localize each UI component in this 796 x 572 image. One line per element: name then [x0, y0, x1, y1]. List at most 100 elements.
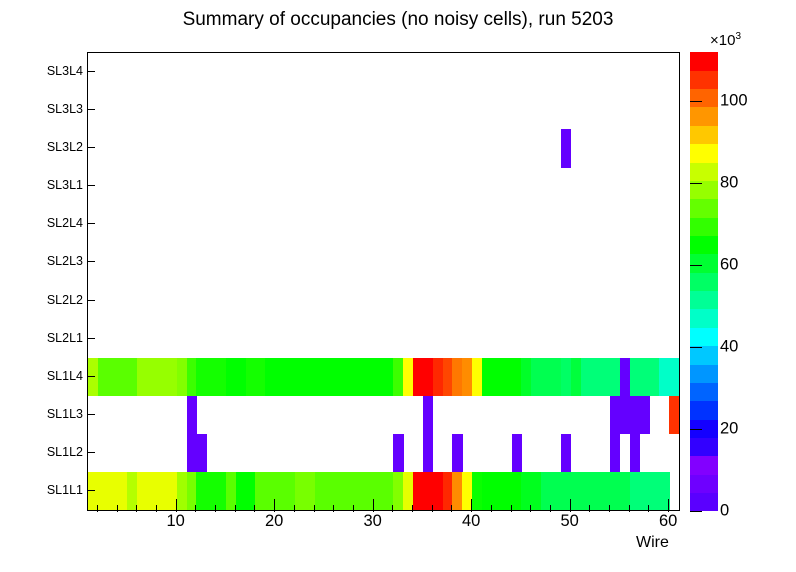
x-axis-tick: [471, 499, 473, 512]
palette-tick: [690, 429, 702, 431]
heatmap-cell: [619, 357, 631, 397]
heatmap-cell: [511, 471, 522, 510]
heatmap-cell: [482, 471, 493, 510]
y-axis-tick: [88, 299, 95, 301]
x-axis-tick: [136, 505, 138, 512]
heatmap-cell: [156, 471, 168, 510]
y-axis-tick: [88, 223, 95, 225]
heatmap-cell: [580, 357, 591, 397]
heatmap-cell: [383, 471, 394, 510]
heatmap-cell: [166, 471, 178, 510]
heatmap-cell: [590, 471, 601, 510]
heatmap-cell: [580, 471, 591, 510]
heatmap-cell: [452, 433, 463, 473]
heatmap-cell: [422, 357, 434, 397]
x-axis-label-10: 10: [166, 512, 185, 530]
palette-band: [690, 235, 718, 255]
heatmap-cell: [147, 357, 158, 397]
x-axis-tick: [412, 505, 414, 512]
heatmap-cell: [344, 357, 355, 397]
heatmap-cell: [550, 357, 562, 397]
color-palette-ticks: 0 20 40 60 80 100: [690, 52, 748, 520]
heatmap-cell: [206, 471, 217, 510]
heatmap-cell: [255, 357, 266, 397]
x-axis-tick: [648, 505, 650, 512]
y-axis-tick: [88, 185, 95, 187]
heatmap-cell: [186, 433, 197, 473]
heatmap-cell: [216, 357, 227, 397]
heatmap-cell: [452, 357, 463, 397]
heatmap-cell: [314, 357, 325, 397]
plot-frame: [87, 52, 680, 511]
x-axis-tick: [333, 505, 335, 512]
heatmap-cell: [275, 357, 286, 397]
heatmap-cell: [521, 357, 532, 397]
heatmap-cell: [206, 357, 217, 397]
heatmap-cell: [216, 471, 227, 510]
heatmap-cell: [314, 471, 325, 510]
heatmap-cell: [403, 357, 414, 397]
x-axis-tick: [313, 505, 315, 512]
palette-tick: [690, 511, 702, 512]
palette-band: [690, 474, 718, 494]
heatmap-cell: [393, 357, 404, 397]
x-axis-tick: [431, 505, 433, 512]
y-axis-label-sl1l1: SL1L1: [46, 482, 83, 497]
heatmap-cell: [639, 395, 650, 435]
heatmap-cell: [629, 395, 640, 435]
heatmap-cell: [501, 357, 512, 397]
x-axis-tick: [96, 505, 98, 512]
heatmap-cell: [117, 357, 128, 397]
heatmap-cell: [255, 471, 266, 510]
heatmap-cell: [196, 357, 207, 397]
heatmap-cell: [304, 357, 315, 397]
x-axis-tick: [293, 505, 295, 512]
heatmap-cell: [600, 357, 611, 397]
heatmap-cell: [344, 471, 355, 510]
heatmap-cell: [127, 471, 138, 510]
heatmap-cell: [610, 433, 621, 473]
heatmap-cell: [294, 357, 306, 397]
palette-band: [690, 327, 718, 347]
x-axis-label-40: 40: [461, 512, 481, 530]
palette-band: [690, 382, 718, 402]
x-axis-tick: [254, 505, 256, 512]
heatmap-cell: [432, 471, 443, 510]
heatmap-cell: [275, 471, 286, 510]
x-axis-title: Wire: [636, 534, 669, 551]
heatmap-cell: [659, 357, 670, 397]
y-axis-tick: [88, 337, 95, 339]
palette-tick: [690, 101, 702, 103]
heatmap-cell: [127, 357, 138, 397]
heatmap-cell: [560, 129, 572, 168]
x-axis-label-50: 50: [560, 512, 579, 530]
palette-band: [690, 143, 718, 163]
heatmap-cell: [619, 395, 631, 435]
x-axis-tick: [392, 505, 394, 512]
y-axis-label-sl3l1: SL3L1: [46, 178, 83, 193]
heatmap-cell: [176, 357, 187, 397]
x-axis-tick: [195, 505, 197, 512]
x-axis-tick: [569, 499, 571, 512]
heatmap-cell: [442, 471, 453, 510]
x-axis-tick: [510, 505, 512, 512]
y-axis-label-sl3l4: SL3L4: [46, 64, 83, 79]
heatmap-cell: [560, 471, 572, 510]
heatmap-cell: [472, 357, 483, 397]
heatmap-cell: [462, 471, 473, 510]
x-axis-tick: [628, 505, 630, 512]
palette-band: [690, 290, 718, 310]
heatmap-cell: [117, 471, 128, 510]
heatmap-cell: [531, 357, 542, 397]
page-title: Summary of occupancies (no noisy cells),…: [182, 9, 614, 30]
heatmap-cell: [334, 471, 345, 510]
heatmap-cell: [393, 471, 404, 510]
heatmap-plot-area[interactable]: [88, 53, 679, 510]
palette-band: [690, 180, 718, 200]
x-axis-label-20: 20: [264, 512, 284, 530]
palette-tick: [690, 183, 702, 185]
heatmap-cell: [472, 471, 483, 510]
y-axis-label-sl2l2: SL2L2: [46, 292, 83, 307]
x-axis-tick: [589, 505, 591, 512]
